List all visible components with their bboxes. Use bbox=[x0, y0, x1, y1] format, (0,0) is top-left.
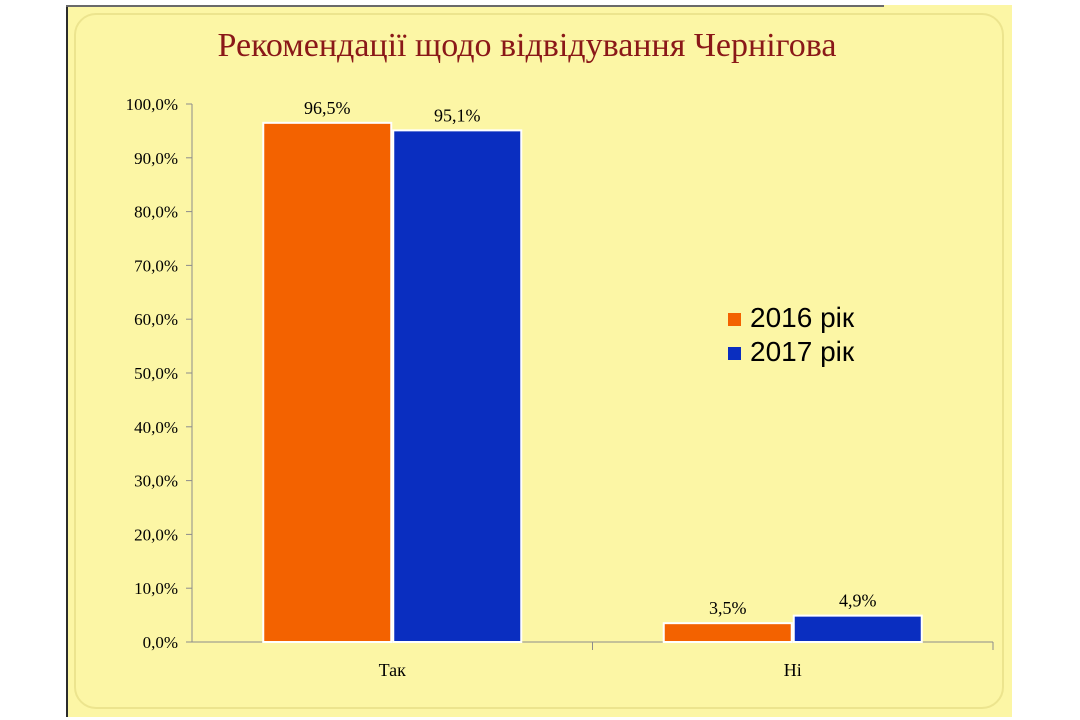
data-label: 4,9% bbox=[839, 591, 877, 611]
data-label: 95,1% bbox=[434, 105, 481, 125]
data-label: 3,5% bbox=[709, 598, 747, 618]
y-tick-label: 60,0% bbox=[134, 310, 178, 329]
data-label: 96,5% bbox=[304, 98, 351, 118]
y-tick-label: 80,0% bbox=[134, 203, 178, 222]
y-tick-label: 0,0% bbox=[143, 633, 178, 652]
bar bbox=[392, 129, 523, 643]
y-tick-label: 50,0% bbox=[134, 364, 178, 383]
slide-edge-top bbox=[66, 5, 884, 7]
y-tick-label: 10,0% bbox=[134, 579, 178, 598]
x-category-label: Ні bbox=[784, 660, 802, 680]
legend-label: 2016 рік bbox=[750, 302, 855, 333]
legend-label: 2017 рік bbox=[750, 336, 855, 367]
legend-swatch bbox=[728, 313, 741, 326]
y-tick-label: 20,0% bbox=[134, 525, 178, 544]
x-category-label: Так bbox=[379, 660, 407, 680]
y-tick-label: 40,0% bbox=[134, 418, 178, 437]
bar bbox=[662, 622, 793, 643]
plot-area: 0,0% 10,0% 20,0% 30,0% 40,0% 50,0% 60,0% 70,0% 8… bbox=[126, 95, 994, 680]
y-tick-label: 100,0% bbox=[126, 95, 178, 114]
bar bbox=[792, 614, 923, 643]
legend-swatch bbox=[728, 347, 741, 360]
slide-edge-left bbox=[66, 5, 68, 717]
y-tick-label: 70,0% bbox=[134, 256, 178, 275]
y-tick-label: 30,0% bbox=[134, 472, 178, 491]
slide-frame bbox=[74, 13, 1004, 709]
bar bbox=[262, 121, 393, 643]
chart-title: Рекомендації щодо відвідування Чернігова bbox=[218, 27, 837, 64]
slide-background bbox=[66, 5, 1012, 717]
y-tick-label: 90,0% bbox=[134, 149, 178, 168]
